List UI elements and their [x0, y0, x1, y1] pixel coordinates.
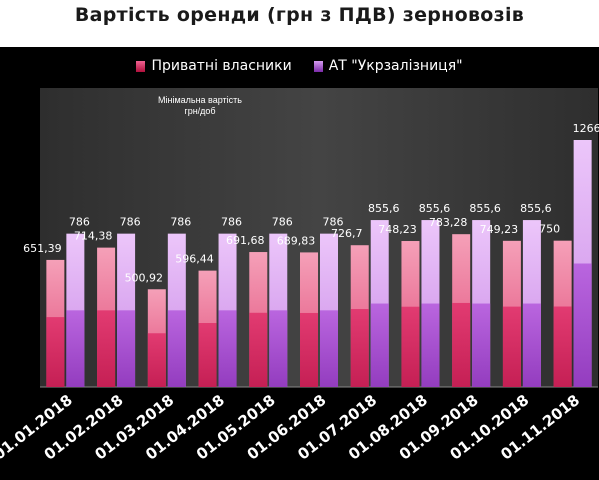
bar-fill-private-01.08.2018: [401, 306, 420, 387]
legend-item-uz: АТ "Укрзалізниця": [313, 58, 463, 74]
data-label-uz-01.02.2018: 786: [120, 216, 141, 229]
data-label-uz-01.05.2018: 786: [272, 216, 293, 229]
bar-fill-private-01.11.2018: [553, 306, 572, 387]
data-label-private-01.11.2018: 750: [539, 223, 560, 236]
data-label-uz-01.04.2018: 786: [221, 216, 242, 229]
legend-label-private: Приватні власники: [151, 58, 292, 74]
data-label-private-01.03.2018: 500,92: [125, 271, 164, 284]
bar-fill-uz-01.07.2018: [370, 303, 389, 387]
data-label-private-01.09.2018: 783,28: [429, 216, 468, 229]
bar-fill-private-01.09.2018: [452, 302, 471, 387]
bar-fill-private-01.03.2018: [147, 333, 166, 387]
data-label-private-01.10.2018: 749,23: [480, 223, 519, 236]
legend-label-uz: АТ "Укрзалізниця": [328, 58, 463, 74]
data-label-uz-01.08.2018: 855,6: [419, 202, 451, 215]
chart-legend: Приватні власники АТ "Укрзалізниця": [0, 55, 599, 77]
bar-fill-private-01.10.2018: [502, 306, 521, 387]
bar-fill-uz-01.03.2018: [167, 310, 186, 387]
bar-fill-private-01.04.2018: [198, 322, 217, 387]
bar-fill-private-01.01.2018: [46, 317, 65, 387]
legend-swatch-uz: [313, 60, 323, 72]
data-label-private-01.01.2018: 651,39: [23, 242, 62, 255]
title-band: [0, 0, 599, 47]
data-label-uz-01.11.2018: 1266: [573, 122, 599, 135]
bar-fill-uz-01.06.2018: [320, 310, 338, 387]
bar-fill-uz-01.04.2018: [218, 310, 237, 387]
bar-fill-private-01.06.2018: [300, 312, 318, 387]
data-label-uz-01.06.2018: 786: [323, 216, 344, 229]
bar-fill-private-01.05.2018: [249, 312, 268, 387]
data-label-private-01.06.2018: 689,83: [277, 234, 316, 247]
data-label-private-01.05.2018: 691,68: [226, 234, 265, 247]
chart-title: Вартість оренди (грн з ПДВ) зерновозів: [74, 4, 525, 26]
data-label-private-01.04.2018: 596,44: [175, 253, 214, 266]
legend-item-private: Приватні власники: [136, 58, 292, 74]
bar-fill-uz-01.08.2018: [421, 303, 440, 387]
bar-fill-uz-01.01.2018: [66, 310, 85, 387]
bar-fill-uz-01.05.2018: [269, 310, 288, 387]
data-label-uz-01.01.2018: 786: [69, 216, 90, 229]
data-label-uz-01.03.2018: 786: [170, 216, 191, 229]
data-label-uz-01.09.2018: 855,6: [469, 202, 501, 215]
bar-fill-uz-01.09.2018: [472, 303, 491, 387]
annotation-line-1: Мінімальна вартість грн/доб: [158, 95, 242, 116]
data-label-private-01.08.2018: 748,23: [378, 223, 417, 236]
bar-fill-private-01.07.2018: [350, 309, 369, 387]
bar-fill-uz-01.02.2018: [117, 310, 136, 387]
data-label-uz-01.07.2018: 855,6: [368, 202, 400, 215]
bar-fill-uz-01.11.2018: [573, 263, 592, 387]
bar-fill-uz-01.10.2018: [522, 303, 541, 387]
data-label-private-01.07.2018: 726,7: [331, 227, 363, 240]
data-label-private-01.02.2018: 714,38: [74, 230, 113, 243]
legend-swatch-private: [136, 60, 146, 72]
bar-fill-private-01.02.2018: [97, 310, 116, 387]
data-label-uz-01.10.2018: 855,6: [520, 202, 552, 215]
